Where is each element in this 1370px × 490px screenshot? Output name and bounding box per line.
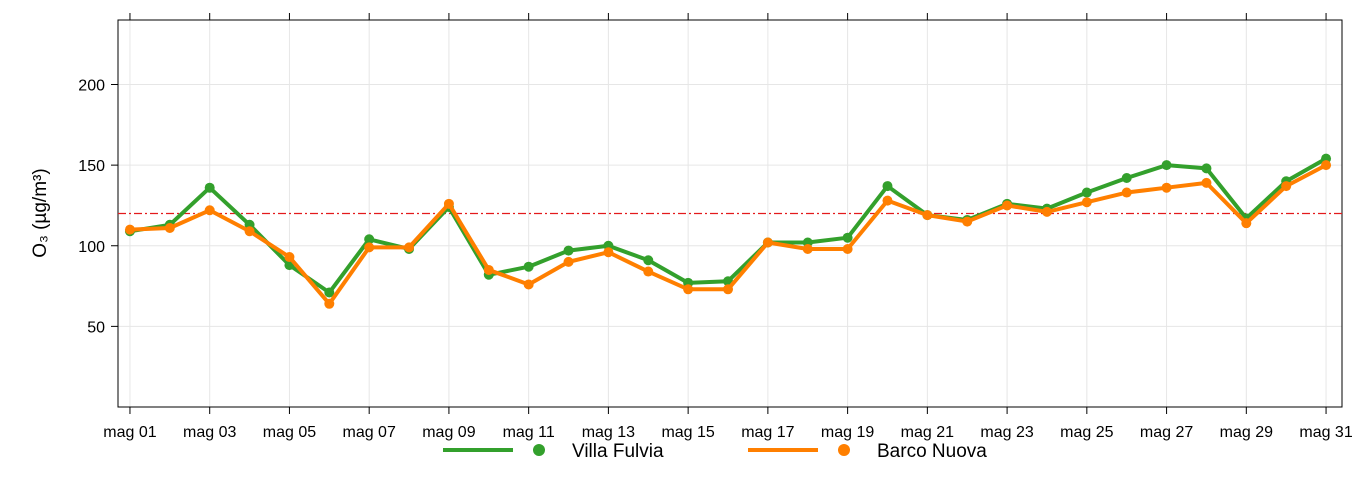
x-tick-label: mag 23 xyxy=(980,424,1033,441)
data-point xyxy=(244,226,255,237)
data-point xyxy=(523,279,534,290)
data-point xyxy=(364,242,375,253)
data-point xyxy=(962,216,973,227)
data-point xyxy=(1041,206,1052,217)
x-tick-label: mag 25 xyxy=(1060,424,1113,441)
data-point xyxy=(882,195,893,206)
x-tick-label: mag 11 xyxy=(503,424,555,441)
data-point xyxy=(762,237,773,248)
y-axis: 50 100 150 200 xyxy=(78,78,118,336)
legend-item: Barco Nuova xyxy=(748,441,987,462)
legend-swatch-point xyxy=(838,444,850,456)
legend: Villa Fulvia Barco Nuova xyxy=(443,441,987,462)
data-point xyxy=(1201,163,1212,174)
data-point xyxy=(364,234,375,245)
legend-label: Villa Fulvia xyxy=(572,441,664,462)
data-point xyxy=(124,224,135,235)
data-point xyxy=(1281,181,1292,192)
data-point xyxy=(882,181,893,192)
x-axis: mag 01 mag 03 mag 05 mag 07 mag 09 mag 11 mag … xyxy=(103,13,1353,441)
data-point xyxy=(723,284,734,295)
y-axis-label: O₃ (µg/m³) xyxy=(30,168,51,257)
legend-item: Villa Fulvia xyxy=(443,441,664,462)
x-tick-label: mag 13 xyxy=(582,424,635,441)
data-point xyxy=(1081,197,1092,208)
x-tick-label: mag 05 xyxy=(263,424,316,441)
x-tick-label: mag 17 xyxy=(741,424,794,441)
data-point xyxy=(204,182,215,193)
data-point xyxy=(603,247,614,258)
data-point xyxy=(842,232,853,243)
data-point xyxy=(204,205,215,216)
legend-label: Barco Nuova xyxy=(877,441,987,462)
x-tick-label: mag 31 xyxy=(1299,424,1352,441)
data-point xyxy=(1121,187,1132,198)
x-tick-label: mag 15 xyxy=(661,424,714,441)
data-point xyxy=(1081,187,1092,198)
series-2 xyxy=(124,160,1332,309)
data-point xyxy=(1161,160,1172,171)
data-point xyxy=(922,210,933,221)
x-tick-label: mag 21 xyxy=(901,424,954,441)
data-point xyxy=(563,245,574,256)
data-point xyxy=(1201,177,1212,188)
data-point xyxy=(643,255,654,266)
grid-lines xyxy=(118,20,1342,407)
data-point xyxy=(324,298,335,309)
data-point xyxy=(802,243,813,254)
data-point xyxy=(483,264,494,275)
data-point xyxy=(1161,182,1172,193)
data-point xyxy=(164,223,175,234)
x-tick-label: mag 09 xyxy=(422,424,475,441)
data-point xyxy=(284,252,295,263)
data-point xyxy=(523,261,534,272)
data-point xyxy=(683,284,694,295)
data-point xyxy=(563,256,574,267)
data-point xyxy=(1121,173,1132,184)
x-tick-label: mag 01 xyxy=(103,424,156,441)
x-tick-label: mag 03 xyxy=(183,424,236,441)
data-point xyxy=(1241,218,1252,229)
data-point xyxy=(1002,200,1013,211)
series-layer xyxy=(124,153,1332,309)
data-point xyxy=(324,287,335,298)
x-tick-label: mag 07 xyxy=(342,424,395,441)
y-tick-label: 150 xyxy=(78,158,105,175)
y-tick-label: 100 xyxy=(78,239,105,256)
y-tick-label: 200 xyxy=(78,78,105,95)
series-line xyxy=(129,156,1328,295)
data-point xyxy=(1321,160,1332,171)
data-point xyxy=(404,242,415,253)
legend-swatch-point xyxy=(533,444,545,456)
data-point xyxy=(443,198,454,209)
data-point xyxy=(842,243,853,254)
y-tick-label: 50 xyxy=(87,319,105,336)
x-tick-label: mag 19 xyxy=(821,424,874,441)
x-tick-label: mag 29 xyxy=(1220,424,1273,441)
x-tick-label: mag 27 xyxy=(1140,424,1193,441)
data-point xyxy=(643,266,654,277)
